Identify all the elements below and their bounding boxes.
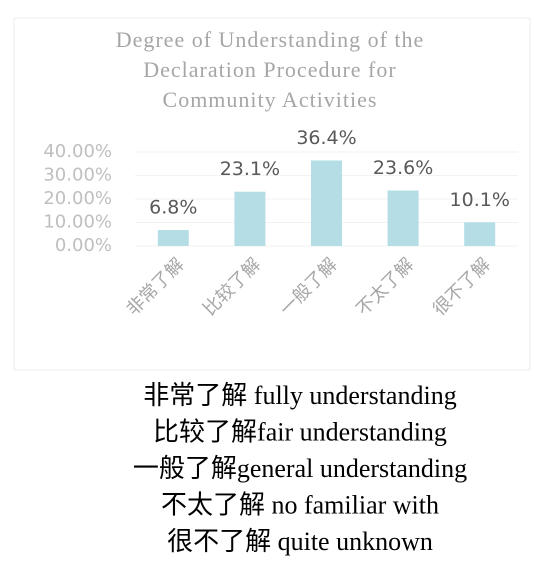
chart-title: Degree of Understanding of the <box>116 27 425 52</box>
data-label: 6.8% <box>149 197 197 219</box>
chart-title: Declaration Procedure for <box>143 57 396 82</box>
bar <box>464 222 496 246</box>
chart-title: Community Activities <box>163 87 378 112</box>
y-tick-label: 20.00% <box>43 188 112 209</box>
y-tick-label: 10.00% <box>43 212 112 233</box>
note: 非常了解 fully understanding <box>143 381 456 410</box>
note: 很不了解 quite unknown <box>167 527 433 556</box>
note: 一般了解general understanding <box>133 454 467 483</box>
note: 不太了解 no familiar with <box>161 490 439 519</box>
chart-frame <box>13 17 531 371</box>
data-label: 23.1% <box>220 158 280 180</box>
y-tick-label: 40.00% <box>43 141 112 162</box>
y-tick-label: 30.00% <box>43 165 112 186</box>
bar <box>157 230 189 246</box>
note: 比较了解fair understanding <box>153 417 447 446</box>
data-label: 36.4% <box>296 127 356 149</box>
bar <box>234 191 266 246</box>
data-label: 10.1% <box>450 189 510 211</box>
y-tick-label: 0.00% <box>55 235 112 256</box>
bar <box>387 190 419 246</box>
data-label: 23.6% <box>373 157 433 179</box>
bar <box>311 160 342 246</box>
